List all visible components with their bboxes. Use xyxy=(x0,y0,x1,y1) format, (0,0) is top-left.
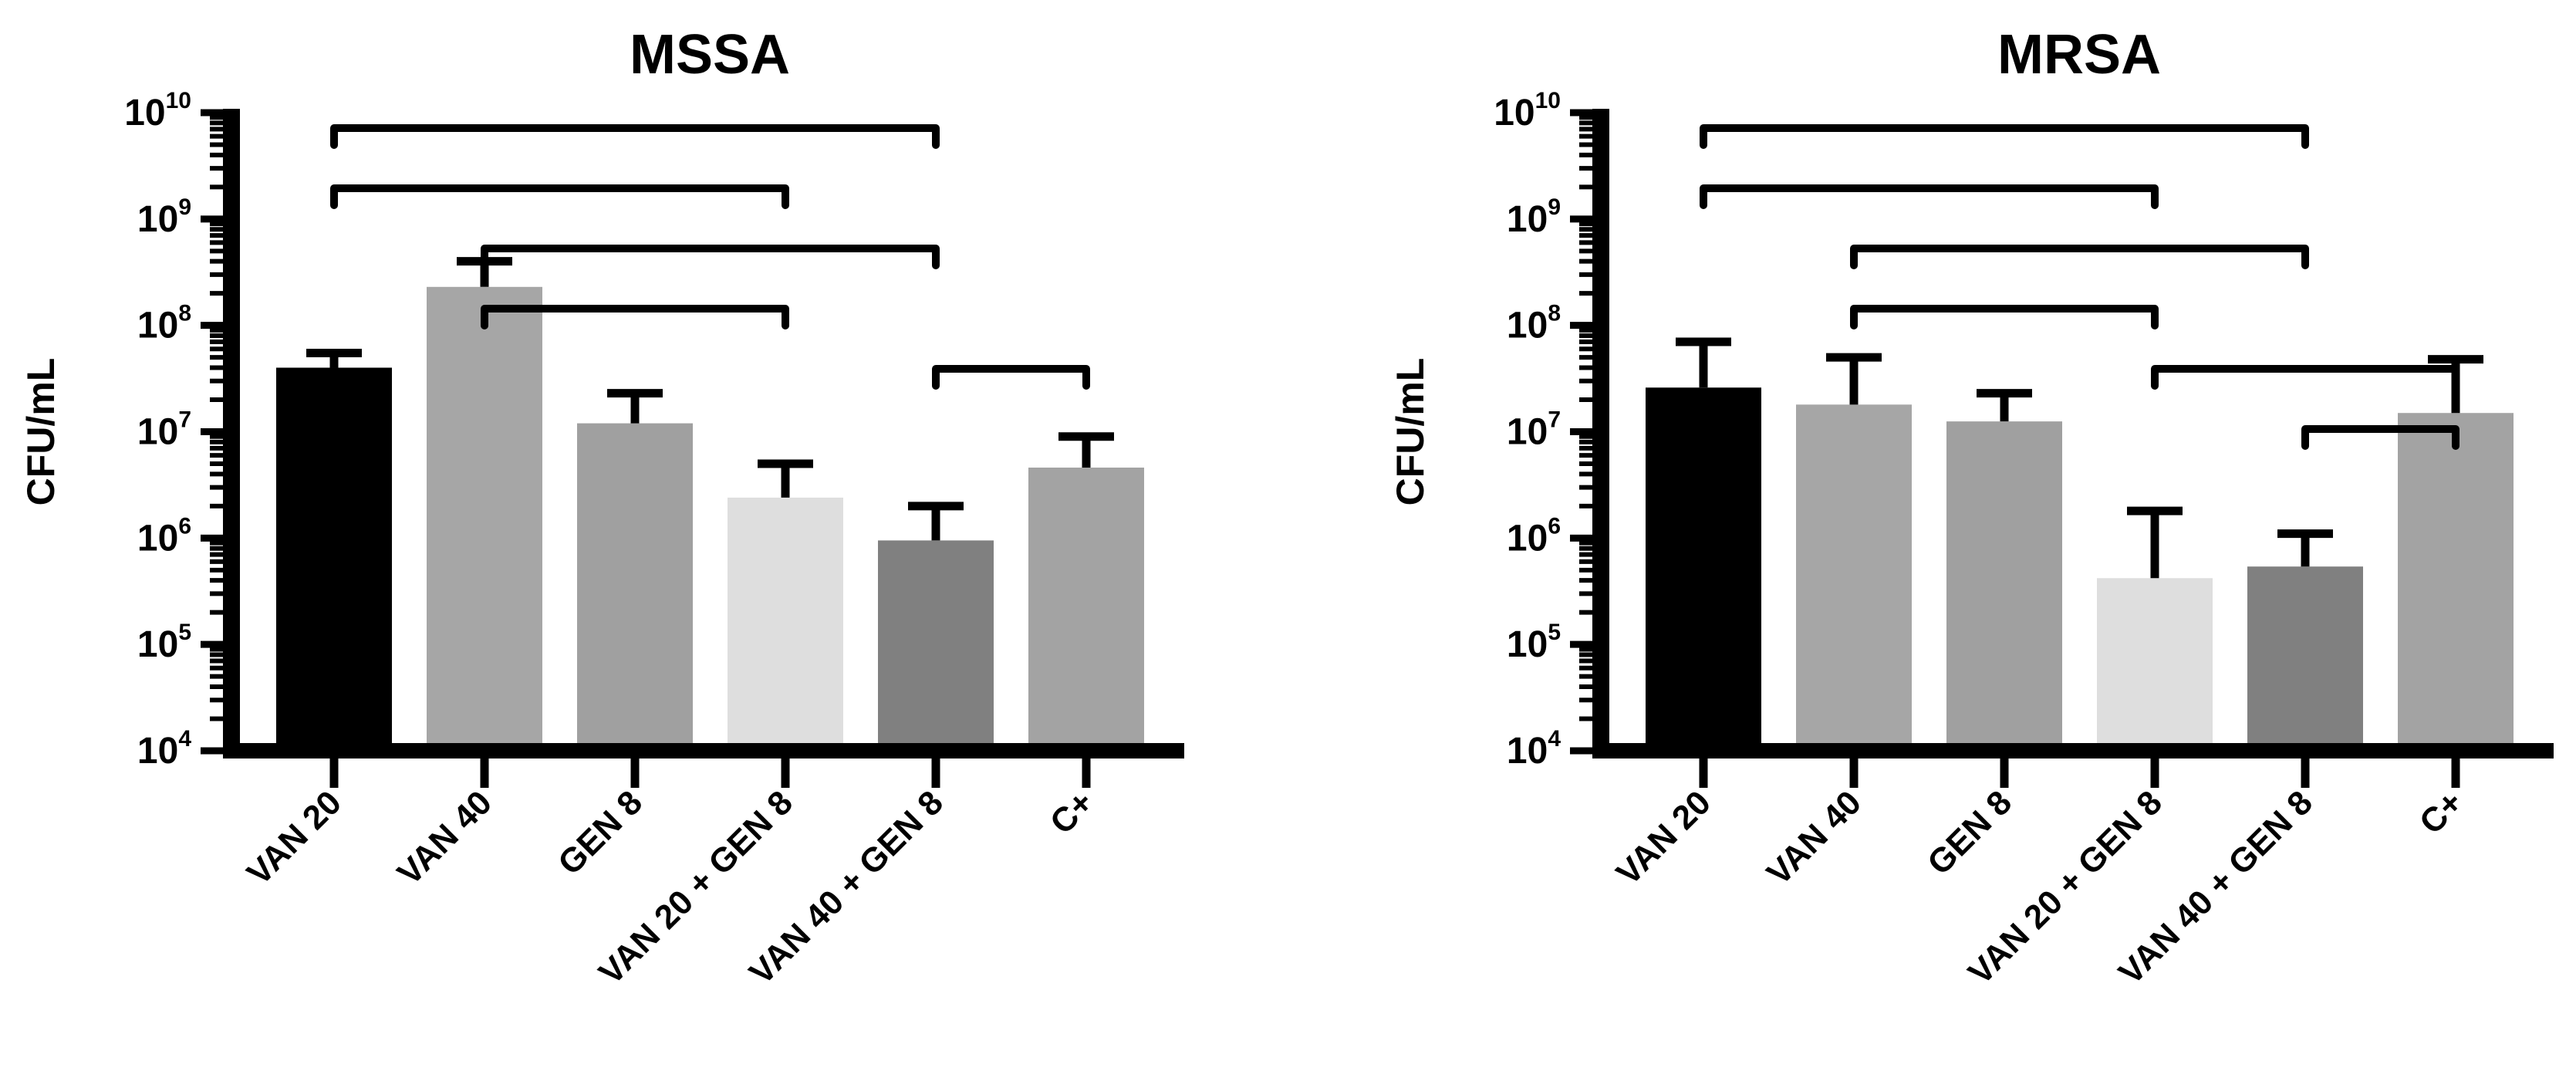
x-tick-label: VAN 20 xyxy=(240,783,349,892)
y-tick-label: 108 xyxy=(137,301,191,346)
significance-bracket xyxy=(1700,124,2309,149)
chart-panel-mssa: MSSA CFU/mL 104 105 106 107 108 109 1010 VAN 20 VA… xyxy=(19,24,1184,992)
y-tick-label: 1010 xyxy=(1494,88,1561,133)
bar xyxy=(1646,387,1761,751)
chart-title: MSSA xyxy=(630,24,790,86)
y-tick-label: 106 xyxy=(1507,513,1561,559)
y-tick-label: 105 xyxy=(137,620,191,665)
y-tick-label: 104 xyxy=(1507,726,1561,772)
y-tick-label: 109 xyxy=(137,194,191,240)
significance-bracket xyxy=(481,245,940,269)
x-tick-label: VAN 40 xyxy=(390,783,499,892)
bar xyxy=(2097,578,2213,751)
y-tick-label: 1010 xyxy=(124,88,191,133)
x-tick-label: VAN 40 xyxy=(1760,783,1869,892)
significance-bracket xyxy=(1850,245,2309,269)
y-tick-label: 107 xyxy=(1507,407,1561,453)
significance-bracket xyxy=(330,184,789,209)
y-tick-label: 104 xyxy=(137,726,191,772)
y-tick-label: 106 xyxy=(137,513,191,559)
significance-bracket xyxy=(932,365,1090,390)
bar xyxy=(2398,413,2514,751)
y-tick-label: 109 xyxy=(1507,194,1561,240)
x-tick-label: C+ xyxy=(2412,783,2470,841)
y-tick-label: 107 xyxy=(137,407,191,453)
x-tick-label: GEN 8 xyxy=(551,783,650,882)
bar xyxy=(276,367,392,751)
chart-title: MRSA xyxy=(1997,24,2161,86)
chart-panel-mrsa: MRSA CFU/mL 104 105 106 107 108 109 1010 VAN 20 VA… xyxy=(1389,24,2554,992)
significance-bracket xyxy=(2151,365,2460,390)
bar xyxy=(1796,404,1912,751)
significance-bracket xyxy=(330,124,940,149)
bar xyxy=(1028,467,1144,751)
significance-bracket xyxy=(2301,425,2460,450)
x-tick-label: GEN 8 xyxy=(1920,783,2019,882)
y-tick-label: 105 xyxy=(1507,620,1561,665)
bar xyxy=(427,286,542,752)
x-tick-label: C+ xyxy=(1043,783,1101,841)
bar xyxy=(1946,421,2062,751)
significance-bracket xyxy=(1700,184,2159,209)
bar xyxy=(2247,566,2363,751)
y-axis-label: CFU/mL xyxy=(1389,358,1432,506)
x-tick-label: VAN 20 xyxy=(1609,783,1718,892)
significance-bracket xyxy=(1850,305,2159,329)
y-axis-label: CFU/mL xyxy=(19,358,62,506)
bar xyxy=(878,540,994,751)
y-tick-label: 108 xyxy=(1507,301,1561,346)
bar xyxy=(577,423,693,751)
significance-bracket xyxy=(481,305,789,329)
bar xyxy=(728,497,843,751)
